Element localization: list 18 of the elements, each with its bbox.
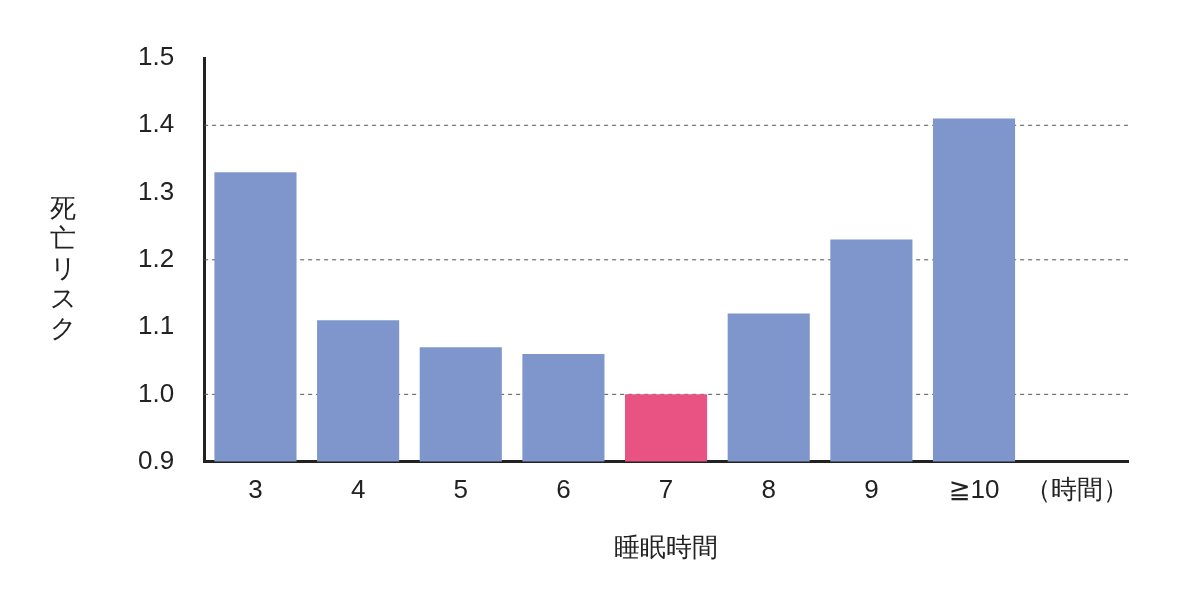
y-tick-label: 1.2 — [137, 242, 175, 273]
x-tick-label: 7 — [658, 474, 674, 505]
y-tick-label: 1.4 — [137, 108, 175, 139]
y-axis-title: 死亡リスク — [48, 193, 78, 343]
y-tick-label: 1.0 — [137, 377, 175, 408]
x-tick-label: 8 — [761, 474, 776, 505]
y-tick-label: 1.3 — [137, 175, 175, 206]
x-tick-label: ≧10 — [948, 474, 1000, 505]
y-tick-label: 1.1 — [137, 310, 175, 341]
x-tick-label: 3 — [248, 474, 263, 505]
x-tick-label: 5 — [453, 474, 468, 505]
x-tick-label: （時間） — [1024, 474, 1129, 505]
x-tick-label: 6 — [556, 474, 571, 505]
y-tick-label: 1.5 — [137, 41, 175, 72]
x-tick-label: 9 — [864, 474, 879, 505]
y-tick-label: 0.9 — [137, 444, 175, 475]
x-axis-title: 睡眠時間 — [614, 531, 719, 562]
x-tick-label: 4 — [350, 474, 366, 505]
